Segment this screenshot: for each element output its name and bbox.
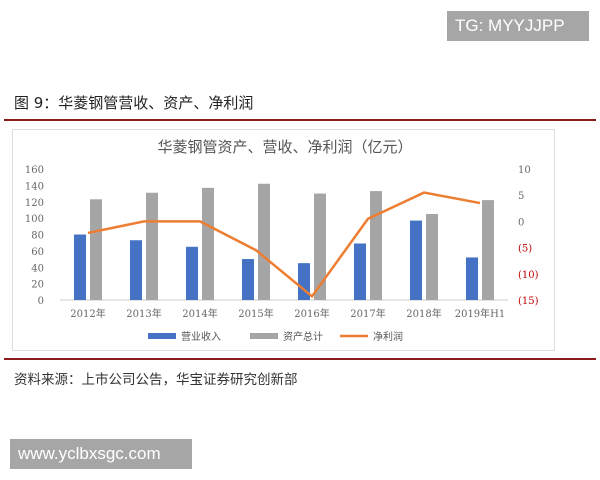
- divider-bottom: [4, 358, 596, 360]
- legend-label: 净利润: [373, 330, 403, 343]
- left-tick-label: 100: [25, 214, 44, 225]
- left-tick-label: 160: [25, 165, 44, 176]
- bar-assets: [370, 191, 382, 300]
- x-tick-label: 2014年: [182, 307, 217, 320]
- x-tick-label: 2015年: [238, 307, 273, 320]
- x-tick-label: 2019年H1: [455, 307, 506, 320]
- bar-assets: [202, 187, 214, 300]
- bar-assets: [146, 192, 158, 300]
- bar-revenue: [242, 259, 254, 300]
- x-tick-label: 2016年: [294, 307, 329, 320]
- bar-assets: [426, 214, 438, 300]
- right-tick-label: 5: [518, 191, 524, 202]
- figure-title: 图 9：华菱钢管营收、资产、净利润: [14, 94, 254, 112]
- left-tick-label: 80: [31, 231, 44, 242]
- divider-top: [4, 119, 596, 121]
- x-tick-label: 2018年: [406, 307, 441, 320]
- left-tick-label: 40: [31, 263, 44, 274]
- bar-revenue: [130, 240, 142, 300]
- left-tick-label: 60: [31, 247, 44, 258]
- bar-revenue: [186, 246, 198, 300]
- legend-label: 营业收入: [181, 330, 221, 343]
- bar-revenue: [466, 257, 478, 300]
- right-tick-label: (10): [518, 270, 539, 281]
- bar-revenue: [410, 220, 422, 300]
- chart-frame: [12, 129, 555, 351]
- bar-assets: [314, 193, 326, 300]
- legend-swatch: [148, 333, 176, 339]
- right-tick-label: 0: [518, 217, 524, 228]
- right-tick-label: (15): [518, 296, 539, 307]
- line-profit: [87, 191, 481, 299]
- right-tick-label: (5): [518, 244, 532, 255]
- bar-assets: [90, 199, 102, 300]
- watermark-bottom: www.yclbxsgc.com: [10, 439, 192, 469]
- bar-assets: [258, 183, 270, 300]
- watermark-top: TG: MYYJJPP: [447, 11, 589, 41]
- right-tick-label: 10: [518, 165, 531, 176]
- left-tick-label: 120: [25, 198, 44, 209]
- left-tick-label: 140: [25, 181, 44, 192]
- x-tick-label: 2017年: [350, 307, 385, 320]
- left-tick-label: 0: [38, 296, 44, 307]
- bar-revenue: [354, 243, 366, 300]
- bar-revenue: [74, 234, 86, 300]
- legend-swatch: [250, 333, 278, 339]
- bar-assets: [482, 200, 494, 300]
- x-tick-label: 2013年: [126, 307, 161, 320]
- left-tick-label: 20: [31, 280, 44, 291]
- source-note: 资料来源：上市公司公告，华宝证券研究创新部: [14, 372, 298, 388]
- legend-label: 资产总计: [283, 330, 323, 343]
- x-tick-label: 2012年: [70, 307, 105, 320]
- chart-title: 华菱钢管资产、营收、净利润（亿元）: [157, 138, 412, 156]
